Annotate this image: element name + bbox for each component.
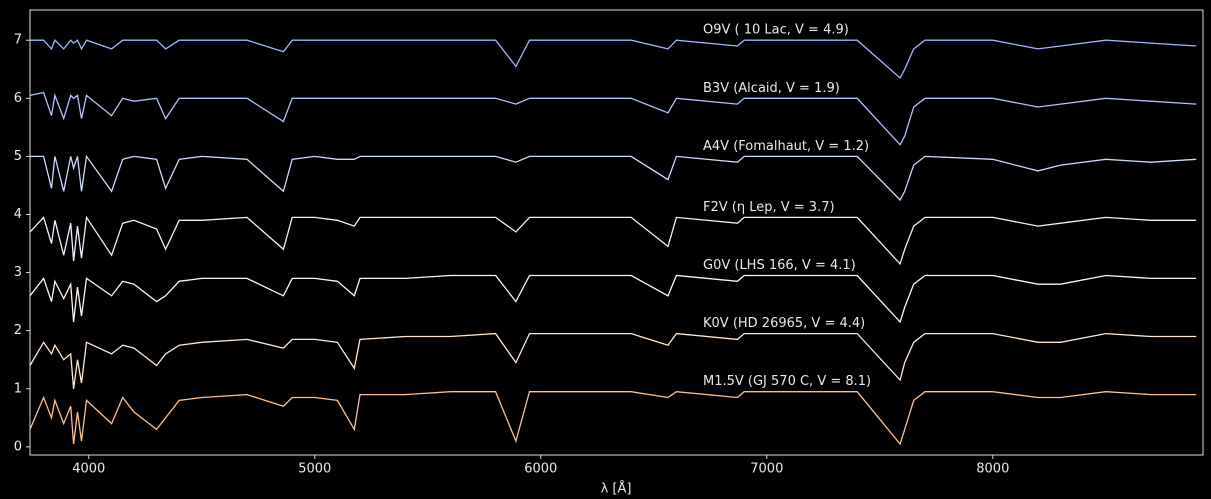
series-label: O9V ( 10 Lac, V = 4.9) bbox=[703, 23, 849, 38]
x-tick-label: 8000 bbox=[976, 462, 1009, 477]
y-tick-label: 7 bbox=[14, 33, 22, 48]
series-label: F2V (η Lep, V = 3.7) bbox=[703, 200, 835, 215]
y-tick-label: 5 bbox=[14, 149, 22, 164]
series-label: G0V (LHS 166, V = 4.1) bbox=[703, 258, 856, 273]
y-tick-label: 1 bbox=[14, 381, 22, 396]
y-tick-label: 3 bbox=[14, 265, 22, 280]
spectrum-line bbox=[29, 91, 1197, 146]
series-label: M1.5V (GJ 570 C, V = 8.1) bbox=[703, 374, 871, 389]
series-label: A4V (Fomalhaut, V = 1.2) bbox=[703, 139, 869, 154]
y-tick-label: 0 bbox=[14, 439, 22, 454]
spectrum-line bbox=[30, 39, 1197, 80]
x-tick-label: 5000 bbox=[298, 462, 331, 477]
spectrum-line bbox=[29, 274, 1197, 324]
x-tick-label: 6000 bbox=[524, 462, 557, 477]
x-tick-label: 7000 bbox=[750, 462, 783, 477]
x-tick-label: 4000 bbox=[72, 462, 105, 477]
y-tick-label: 4 bbox=[14, 207, 22, 222]
y-tick-label: 2 bbox=[14, 323, 22, 338]
plot-frame bbox=[29, 9, 1204, 456]
x-axis-label: λ [Å] bbox=[601, 481, 632, 497]
spectrum-line bbox=[30, 154, 1197, 202]
spectrum-line bbox=[29, 215, 1197, 266]
spectrum-line bbox=[29, 391, 1197, 446]
series-label: B3V (Alcaid, V = 1.9) bbox=[703, 81, 840, 96]
series-label: K0V (HD 26965, V = 4.4) bbox=[703, 316, 865, 331]
spectrum-line bbox=[29, 332, 1197, 389]
y-tick-label: 6 bbox=[14, 91, 22, 106]
